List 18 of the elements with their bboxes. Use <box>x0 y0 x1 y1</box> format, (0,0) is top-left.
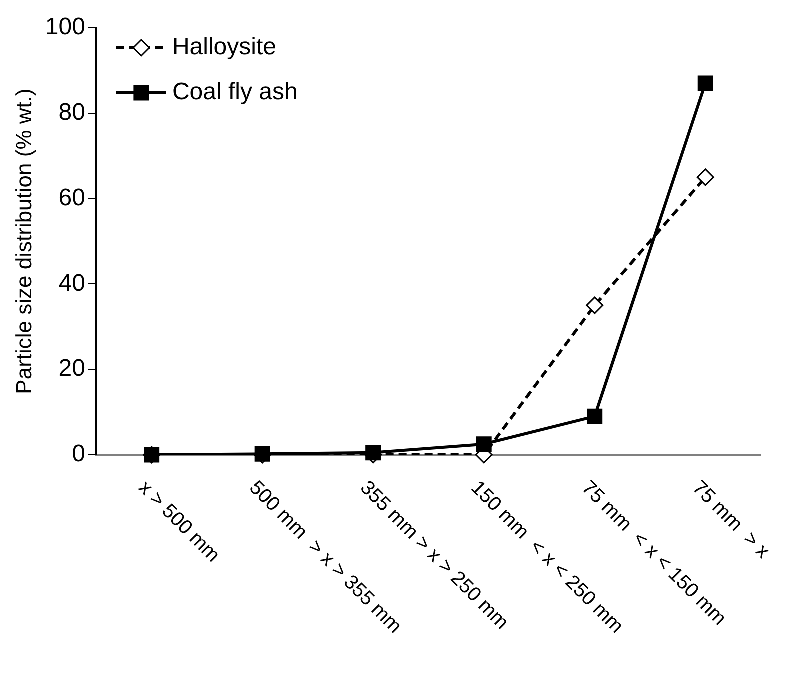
point <box>698 76 714 92</box>
legend-label: Halloysite <box>172 34 276 61</box>
point <box>586 296 604 314</box>
point <box>254 446 270 462</box>
point <box>696 168 714 186</box>
point <box>476 436 492 452</box>
y-tick-label: 40 <box>58 270 86 297</box>
point <box>587 408 603 424</box>
y-tick-label: 100 <box>45 14 86 41</box>
y-tick-label: 20 <box>58 355 86 382</box>
y-tick-label: 0 <box>72 440 86 468</box>
y-tick-label: 80 <box>58 99 86 126</box>
y-axis-title: Particle size distribution (% wt.) <box>11 88 36 394</box>
x-tick-label: x > 500 mm <box>134 476 224 567</box>
point <box>366 445 382 461</box>
y-tick-label: 60 <box>58 184 86 212</box>
x-tick-label: 75 mm > x <box>688 476 774 563</box>
legend-label: Coal fly ash <box>172 78 298 106</box>
